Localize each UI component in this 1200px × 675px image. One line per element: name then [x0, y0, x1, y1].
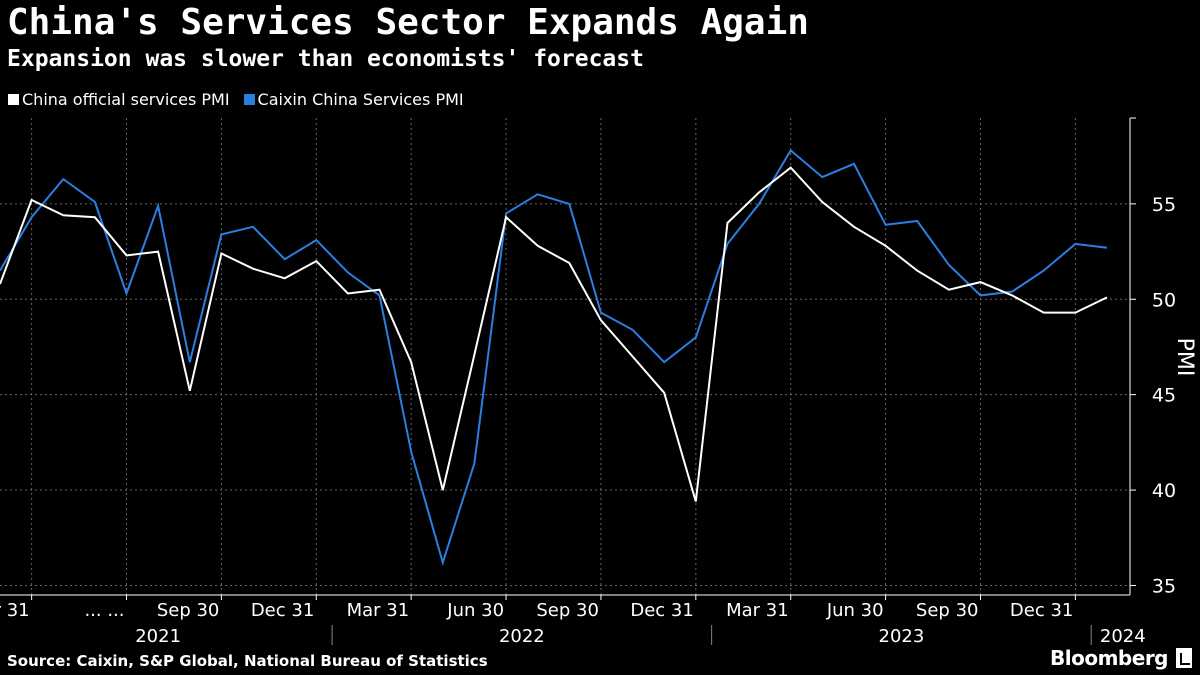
- x-tick-label: Mar 31: [726, 600, 789, 621]
- brand-logo: Bloomberg: [1050, 646, 1192, 670]
- x-tick-label: Mar 31: [347, 600, 410, 621]
- y-axis-label: PMI: [1172, 338, 1197, 377]
- legend-item-official: China official services PMI: [8, 90, 230, 109]
- year-label: 2022: [499, 626, 545, 647]
- y-tick-label: 40: [1152, 480, 1176, 502]
- chart-title: China's Services Sector Expands Again: [7, 2, 809, 43]
- y-tick-label: 35: [1152, 575, 1176, 597]
- x-tick-label: Sep 30: [916, 600, 979, 621]
- brand-name: Bloomberg: [1050, 646, 1168, 670]
- x-tick-label: Dec 31: [630, 600, 693, 621]
- y-tick-label: 50: [1152, 289, 1176, 311]
- legend-swatch-official: [8, 94, 19, 105]
- y-tick-label: 45: [1152, 385, 1176, 407]
- source-note: Source: Caixin, S&P Global, National Bur…: [7, 652, 488, 670]
- x-tick-label: Jun 30: [826, 600, 884, 621]
- axis-layer: Mar 31 ... ... Sep 30 Dec 31 Mar 31 Jun 30 Sep…: [0, 117, 1197, 647]
- legend: China official services PMI Caixin China…: [8, 90, 464, 109]
- x-tick-label: Dec 31: [251, 600, 314, 621]
- brand-badge-icon: [1176, 648, 1192, 668]
- year-label: 2023: [879, 626, 925, 647]
- x-tick-label: Sep 30: [157, 600, 220, 621]
- year-label: 2024: [1100, 626, 1146, 647]
- series-line-official: [0, 166, 1108, 502]
- x-tick-label: Sep 30: [536, 600, 599, 621]
- x-tick-label: ... ...: [84, 600, 124, 621]
- series-line-caixin: [0, 148, 1108, 567]
- legend-label-official: China official services PMI: [22, 90, 230, 109]
- legend-swatch-caixin: [243, 94, 255, 105]
- chart-subtitle: Expansion was slower than economists' fo…: [7, 46, 644, 72]
- legend-item-caixin: Caixin China Services PMI: [243, 90, 464, 109]
- series-layer: [0, 148, 1108, 567]
- grid-layer: [0, 118, 1130, 595]
- x-tick-label: Jun 30: [446, 600, 504, 621]
- year-label: 2021: [135, 626, 181, 647]
- x-tick-label: Mar 31: [0, 600, 30, 621]
- legend-label-caixin: Caixin China Services PMI: [257, 90, 464, 109]
- y-tick-label: 55: [1152, 194, 1176, 216]
- x-tick-label: Dec 31: [1010, 600, 1073, 621]
